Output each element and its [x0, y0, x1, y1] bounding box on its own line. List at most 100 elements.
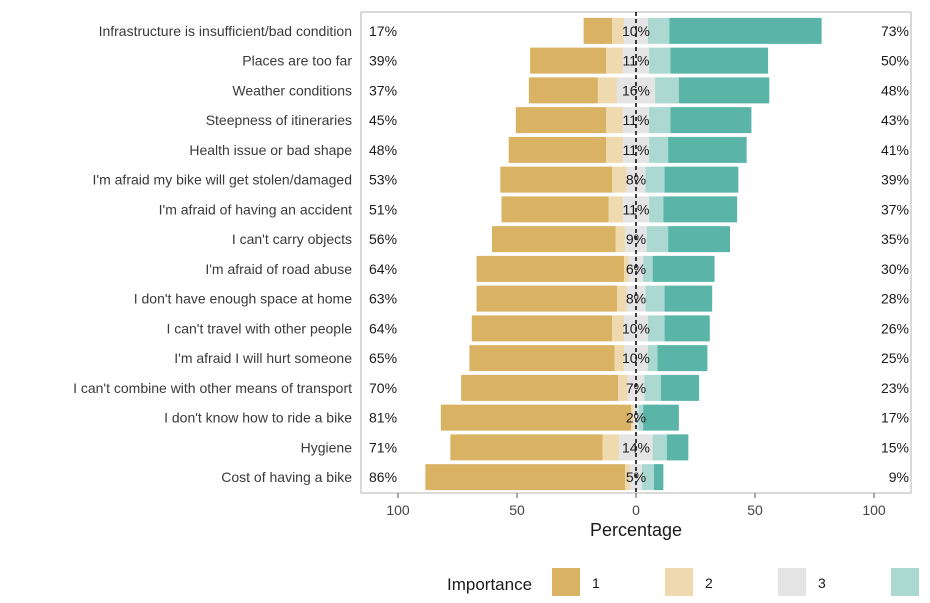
bar-segment-1	[476, 255, 625, 282]
x-tick-label: 100	[862, 502, 886, 518]
left-percent-label: 64%	[369, 261, 397, 277]
x-tick-label: 50	[747, 502, 763, 518]
right-percent-label: 15%	[881, 439, 909, 455]
category-label: I'm afraid of having an accident	[159, 201, 352, 217]
bar-segment-5	[643, 404, 679, 431]
bar-segment-2	[612, 17, 625, 44]
bar-segment-4	[644, 374, 661, 401]
category-label: I'm afraid I will hurt someone	[174, 350, 352, 366]
category-label: I can't travel with other people	[166, 320, 352, 336]
bar-segment-2	[602, 434, 620, 461]
right-percent-label: 73%	[881, 23, 909, 39]
x-tick-label: 0	[632, 502, 640, 518]
bar-segment-4	[647, 17, 670, 44]
bar-segment-2	[597, 77, 617, 104]
center-percent-label: 6%	[626, 261, 646, 277]
legend-swatch-3	[778, 568, 806, 596]
bar-segment-5	[653, 464, 664, 491]
bar-segment-4	[649, 196, 664, 223]
left-percent-label: 17%	[369, 23, 397, 39]
bar-segment-2	[606, 47, 623, 74]
right-percent-label: 37%	[881, 201, 909, 217]
left-percent-label: 51%	[369, 201, 397, 217]
bar-segment-5	[660, 374, 700, 401]
bar-segment-5	[678, 77, 770, 104]
bar-segment-1	[492, 226, 616, 253]
legend-label: 2	[705, 575, 713, 591]
bar-segment-2	[612, 166, 627, 193]
legend-swatch-2	[665, 568, 693, 596]
category-label: Infrastructure is insufficient/bad condi…	[99, 23, 352, 39]
bar-segment-3	[626, 166, 646, 193]
bar-segment-2	[615, 226, 626, 253]
left-percent-label: 71%	[369, 439, 397, 455]
bar-segment-1	[508, 136, 607, 163]
left-percent-label: 65%	[369, 350, 397, 366]
bar-segment-5	[669, 17, 822, 44]
bar-segment-5	[663, 196, 738, 223]
x-axis-ticks: 100 50 0 50 100	[386, 493, 886, 518]
bar-segment-4	[649, 47, 671, 74]
category-label: I can't combine with other means of tran…	[73, 380, 352, 396]
bar-segment-2	[608, 196, 623, 223]
bars-layer	[425, 17, 822, 491]
left-percent-label: 45%	[369, 112, 397, 128]
left-percent-label: 63%	[369, 291, 397, 307]
bar-segment-2	[612, 315, 625, 342]
bar-segment-5	[657, 345, 708, 372]
right-percent-label: 17%	[881, 410, 909, 426]
legend-label: 3	[818, 575, 826, 591]
legend-title: Importance	[447, 575, 532, 594]
percentage-labels: 17% 10% 73% 39% 11% 50% 37% 16% 48% 45% 11% 43% 48% 1…	[369, 23, 909, 485]
bar-segment-2	[614, 345, 625, 372]
bar-segment-2	[616, 285, 627, 312]
right-percent-label: 35%	[881, 231, 909, 247]
category-label: Cost of having a bike	[221, 469, 352, 485]
bar-segment-2	[606, 107, 623, 134]
bar-segment-1	[440, 404, 632, 431]
center-percent-label: 11%	[623, 53, 650, 69]
bar-segment-4	[645, 166, 665, 193]
center-percent-label: 11%	[623, 142, 650, 158]
right-percent-label: 43%	[881, 112, 909, 128]
bar-segment-5	[668, 226, 731, 253]
x-tick-label: 50	[509, 502, 525, 518]
bar-segment-1	[515, 107, 607, 134]
center-percent-label: 2%	[626, 410, 646, 426]
category-label: I don't know how to ride a bike	[164, 410, 352, 426]
bar-segment-4	[646, 226, 669, 253]
center-percent-label: 14%	[622, 439, 650, 455]
category-label: I'm afraid of road abuse	[205, 261, 352, 277]
left-percent-label: 37%	[369, 82, 397, 98]
x-tick-label: 100	[386, 502, 410, 518]
legend-swatch-4	[891, 568, 919, 596]
bar-segment-4	[649, 136, 669, 163]
right-percent-label: 9%	[889, 469, 909, 485]
left-percent-label: 56%	[369, 231, 397, 247]
bar-segment-1	[450, 434, 603, 461]
legend-label: 1	[592, 575, 600, 591]
bar-segment-5	[670, 47, 769, 74]
bar-segment-2	[618, 374, 628, 401]
bar-segment-1	[528, 77, 598, 104]
center-percent-label: 11%	[623, 112, 650, 128]
bar-segment-4	[652, 434, 667, 461]
x-axis-title: Percentage	[590, 520, 682, 540]
left-percent-label: 48%	[369, 142, 397, 158]
center-percent-label: 11%	[623, 201, 650, 217]
right-percent-label: 41%	[881, 142, 909, 158]
right-percent-label: 28%	[881, 291, 909, 307]
category-label: I'm afraid my bike will get stolen/damag…	[93, 172, 352, 188]
left-percent-label: 81%	[369, 410, 397, 426]
bar-segment-4	[655, 77, 679, 104]
right-percent-label: 50%	[881, 53, 909, 69]
category-label: I can't carry objects	[232, 231, 352, 247]
bar-segment-4	[638, 404, 644, 431]
bar-segment-1	[461, 374, 619, 401]
bar-segment-3	[627, 374, 645, 401]
bar-segment-5	[664, 166, 739, 193]
left-percent-label: 70%	[369, 380, 397, 396]
bar-segment-1	[471, 315, 613, 342]
center-percent-label: 10%	[622, 320, 650, 336]
